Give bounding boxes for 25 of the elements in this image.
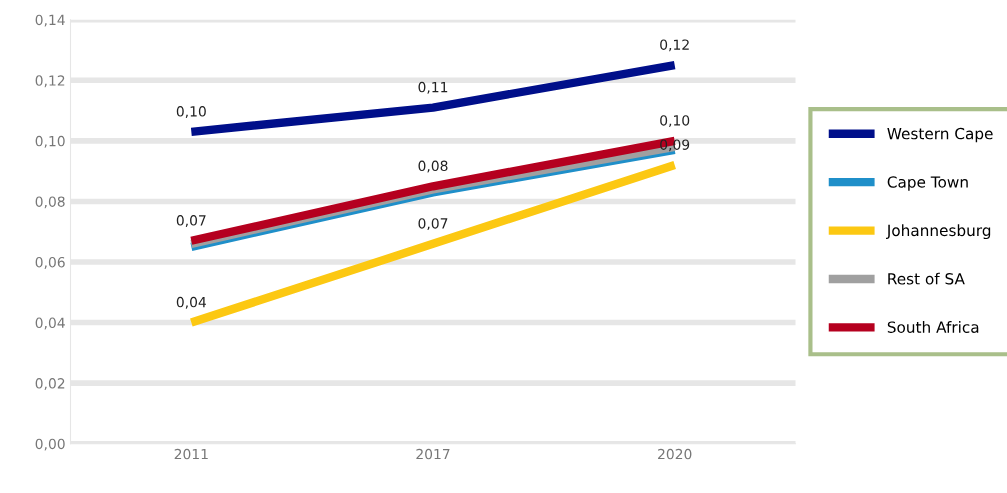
data-label: 0,04 xyxy=(176,296,207,309)
data-label: 0,09 xyxy=(660,139,690,152)
y-tick-label: 0,10 xyxy=(35,135,65,148)
legend-label: Johannesburg xyxy=(886,224,991,240)
data-label: 0,10 xyxy=(660,115,690,128)
data-label: 0,07 xyxy=(176,215,206,228)
data-label: 0,07 xyxy=(418,218,448,231)
y-tick-label: 0,06 xyxy=(35,256,65,269)
x-tick-label: 2020 xyxy=(658,448,692,460)
x-tick-label: 2017 xyxy=(416,448,450,460)
y-tick-label: 0,08 xyxy=(35,196,65,209)
data-label: 0,12 xyxy=(660,39,689,52)
legend-label: South Africa xyxy=(887,321,979,333)
legend-label: Western Cape xyxy=(887,127,993,143)
y-tick-label: 0,02 xyxy=(35,378,65,391)
data-label: 0,10 xyxy=(176,106,206,118)
y-tick-label: 0,00 xyxy=(35,438,65,451)
data-label: 0,08 xyxy=(418,160,448,173)
y-tick-label: 0,12 xyxy=(35,75,65,88)
legend-label: Rest of SA xyxy=(888,272,965,285)
legend-label: Cape Town xyxy=(887,176,968,191)
x-tick-label: 2011 xyxy=(174,448,208,460)
y-tick-label: 0,14 xyxy=(35,14,65,27)
data-label: 0,11 xyxy=(418,81,448,94)
y-tick-label: 0,04 xyxy=(35,317,65,330)
